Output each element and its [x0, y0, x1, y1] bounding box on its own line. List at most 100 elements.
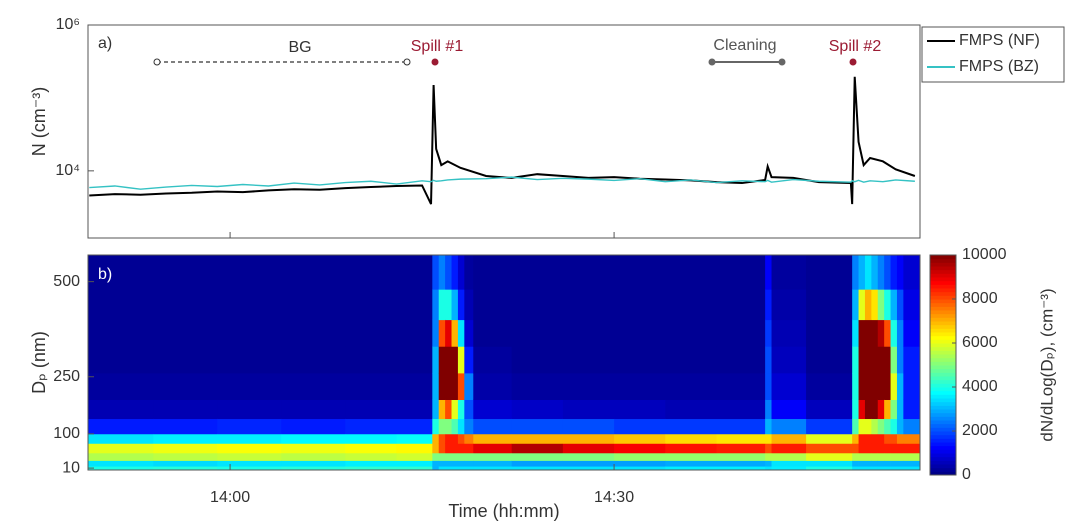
heat-cell [903, 418, 921, 435]
colorbar-segment [930, 335, 956, 340]
heat-cell [345, 418, 397, 435]
heat-cell [665, 418, 717, 435]
heat-cell [153, 255, 218, 290]
heat-cell [445, 433, 452, 444]
colorbar-segment [930, 266, 956, 271]
heat-cell [153, 372, 218, 401]
heat-cell [864, 452, 872, 461]
heat-cell [871, 452, 879, 461]
colorbar-segment [930, 269, 956, 274]
heat-cell [858, 255, 866, 290]
heat-cell [665, 372, 717, 401]
heat-cell [457, 433, 465, 444]
heat-cell [864, 443, 872, 454]
heat-cell [345, 255, 397, 290]
heat-cell [890, 452, 898, 461]
bg-range-end [153, 58, 161, 66]
heat-cell [858, 443, 866, 454]
heat-cell [871, 418, 879, 435]
heat-cell [88, 319, 154, 347]
heat-cell [765, 399, 772, 420]
heat-cell [864, 346, 872, 374]
heat-cell [716, 433, 766, 444]
y-tick-label: 500 [53, 273, 80, 290]
heat-cell [871, 399, 879, 420]
heat-cell [864, 372, 872, 401]
heat-cell [852, 466, 859, 471]
heat-cell [903, 433, 921, 444]
heat-cell [896, 319, 904, 347]
heat-cell [806, 346, 853, 374]
heat-cell [88, 452, 154, 461]
heat-cell [903, 466, 921, 471]
heat-cell [864, 418, 872, 435]
heat-cell [88, 289, 154, 321]
heat-cell [903, 399, 921, 420]
heat-cell [614, 460, 666, 467]
heat-cell [281, 319, 346, 347]
heat-cell [665, 443, 717, 454]
heat-cell [665, 433, 717, 444]
heat-cell [457, 346, 465, 374]
heat-cell [771, 346, 807, 374]
colorbar-segment [930, 343, 956, 348]
heat-cell [345, 466, 397, 471]
heat-cell [88, 346, 154, 374]
heat-cell [716, 372, 766, 401]
heat-cell [464, 319, 474, 347]
heat-cell [457, 443, 465, 454]
heat-cell [445, 466, 452, 471]
heat-cell [451, 289, 459, 321]
heat-cell [451, 460, 459, 467]
heat-cell [562, 372, 615, 401]
heat-cell [217, 399, 282, 420]
colorbar-segment [930, 387, 956, 392]
colorbar-segment [930, 346, 956, 351]
heat-cell [457, 452, 465, 461]
colorbar-segment [930, 460, 956, 465]
heat-cell [562, 255, 615, 290]
heat-cell [665, 452, 717, 461]
heat-cell [396, 452, 433, 461]
heat-cell [281, 346, 346, 374]
heat-cell [432, 346, 440, 374]
colorbar-segment [930, 401, 956, 406]
colorbar-segment [930, 405, 956, 410]
colorbar-segment [930, 445, 956, 450]
heat-cell [877, 443, 885, 454]
heat-cell [473, 289, 513, 321]
heat-cell [765, 452, 772, 461]
heat-cell [771, 372, 807, 401]
heat-cell [806, 460, 853, 467]
colorbar-segment [930, 464, 956, 469]
heat-cell [345, 460, 397, 467]
heat-cell [871, 372, 879, 401]
heat-cell [153, 418, 218, 435]
heat-cell [473, 346, 513, 374]
heat-cell [445, 346, 452, 374]
heat-cell [445, 443, 452, 454]
heat-cell [765, 460, 772, 467]
heat-cell [445, 319, 452, 347]
heat-cell [511, 289, 564, 321]
colorbar-segment [930, 339, 956, 344]
heat-cell [432, 289, 440, 321]
heat-cell [771, 460, 807, 467]
heat-cell [473, 319, 513, 347]
heat-cell [438, 255, 446, 290]
heat-cell [438, 452, 446, 461]
heat-cell [345, 372, 397, 401]
heat-cell [871, 443, 879, 454]
heat-cell [217, 372, 282, 401]
plot-area [88, 25, 920, 238]
heat-cell [562, 399, 615, 420]
heat-cell [877, 346, 885, 374]
heat-cell [871, 460, 879, 467]
heat-cell [217, 289, 282, 321]
heat-cell [890, 319, 898, 347]
heat-cell [281, 418, 346, 435]
colorbar-segment [930, 471, 956, 476]
heat-cell [464, 255, 474, 290]
legend-box [921, 26, 1065, 83]
colorbar-segment [930, 284, 956, 289]
